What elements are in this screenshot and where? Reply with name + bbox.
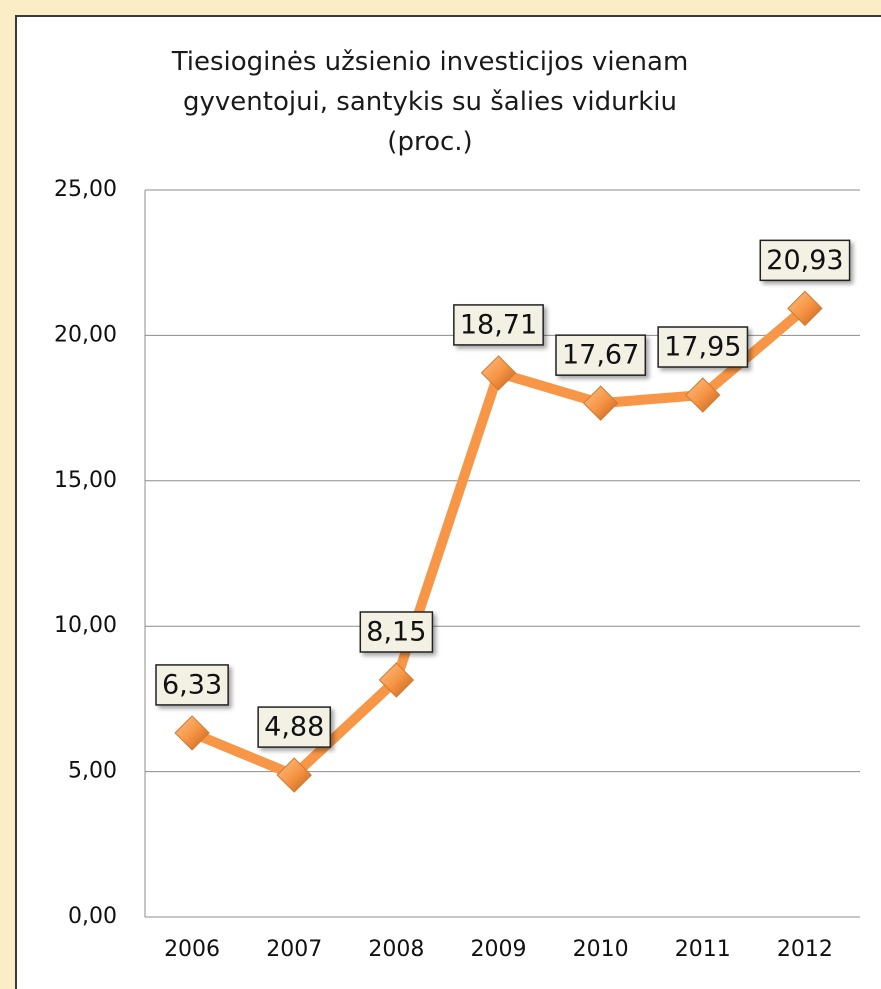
data-point <box>378 662 415 698</box>
x-tick-label: 2009 <box>471 937 527 962</box>
data-label-box <box>155 664 229 706</box>
data-point <box>174 715 210 751</box>
y-tick-label: 15,00 <box>54 468 117 493</box>
x-tick-label: 2012 <box>777 937 833 962</box>
data-point <box>276 757 312 793</box>
data-label-text: 8,15 <box>366 616 426 647</box>
data-label-text: 18,71 <box>460 309 537 340</box>
data-label-text: 6,33 <box>162 669 222 700</box>
data-label-text: 17,67 <box>562 340 639 371</box>
data-label-box <box>257 706 332 748</box>
data-label-box <box>555 334 647 376</box>
x-tick-label: 2008 <box>368 937 424 962</box>
x-tick-label: 2006 <box>164 937 220 962</box>
data-label: 8,15 <box>359 611 434 653</box>
data-label-box <box>759 239 851 282</box>
y-tick-label: 25,00 <box>54 177 117 202</box>
data-point <box>685 377 721 413</box>
data-label-text: 4,88 <box>264 712 324 743</box>
data-label-text: 17,95 <box>664 332 741 363</box>
x-tick-label: 2010 <box>573 937 629 962</box>
data-label: 18,71 <box>453 304 544 346</box>
x-tick-label: 2011 <box>675 937 731 962</box>
data-point <box>480 355 517 391</box>
y-tick-label: 0,00 <box>68 904 117 929</box>
data-label: 20,93 <box>759 239 851 282</box>
data-label: 4,88 <box>257 706 332 748</box>
chart-title: Tiesioginės užsienio investicijos vienam… <box>171 47 689 157</box>
data-label: 6,33 <box>155 664 229 706</box>
data-point <box>582 385 619 421</box>
data-label-box <box>359 611 434 653</box>
data-label-box <box>453 304 544 346</box>
y-tick-label: 5,00 <box>68 759 117 784</box>
data-point <box>787 290 823 327</box>
data-label-text: 20,93 <box>766 245 843 276</box>
y-tick-label: 20,00 <box>54 322 117 347</box>
data-label: 17,67 <box>555 334 647 376</box>
chart-panel <box>15 15 881 989</box>
data-label-box <box>657 326 749 368</box>
x-tick-label: 2007 <box>266 937 322 962</box>
data-label: 17,95 <box>657 326 749 368</box>
y-tick-label: 10,00 <box>54 613 117 638</box>
